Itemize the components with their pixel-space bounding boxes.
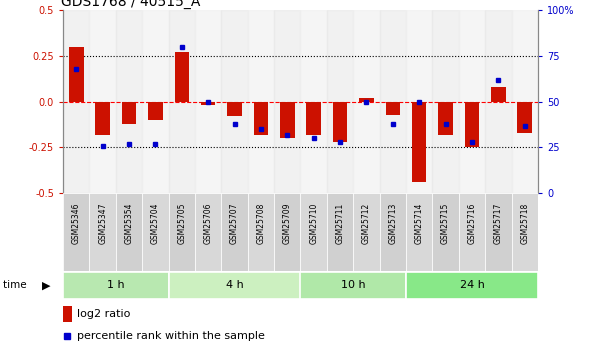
Bar: [274, 193, 300, 271]
Bar: [63, 272, 169, 299]
Text: GSM25705: GSM25705: [177, 203, 186, 244]
Text: GSM25346: GSM25346: [72, 203, 81, 244]
Bar: [142, 10, 169, 193]
Bar: [406, 193, 432, 271]
Bar: [63, 193, 90, 271]
Text: GSM25347: GSM25347: [98, 203, 107, 244]
Bar: [221, 10, 248, 193]
Bar: [459, 10, 485, 193]
Bar: [63, 306, 72, 322]
Bar: [465, 102, 479, 148]
Bar: [254, 102, 268, 135]
Bar: [333, 102, 347, 142]
Text: GDS1768 / 40515_A: GDS1768 / 40515_A: [61, 0, 200, 9]
Text: 4 h: 4 h: [226, 280, 243, 290]
Bar: [274, 10, 300, 193]
Bar: [406, 10, 432, 193]
Bar: [90, 193, 116, 271]
Bar: [438, 102, 453, 135]
Bar: [96, 102, 110, 135]
Text: GSM25711: GSM25711: [335, 203, 344, 244]
Bar: [248, 10, 274, 193]
Bar: [201, 102, 215, 106]
Text: 24 h: 24 h: [460, 280, 484, 290]
Text: GSM25708: GSM25708: [257, 203, 266, 244]
Text: time: time: [3, 280, 30, 290]
Bar: [307, 102, 321, 135]
Text: GSM25354: GSM25354: [124, 203, 133, 244]
Bar: [300, 272, 406, 299]
Text: GSM25704: GSM25704: [151, 203, 160, 244]
Bar: [142, 193, 169, 271]
Bar: [359, 98, 374, 102]
Text: GSM25717: GSM25717: [494, 203, 503, 244]
Text: GSM25713: GSM25713: [388, 203, 397, 244]
Bar: [485, 193, 511, 271]
Text: 10 h: 10 h: [341, 280, 365, 290]
Text: GSM25716: GSM25716: [468, 203, 477, 244]
Bar: [90, 10, 116, 193]
Bar: [148, 102, 163, 120]
Bar: [169, 272, 300, 299]
Text: GSM25709: GSM25709: [283, 203, 292, 244]
Bar: [412, 102, 427, 182]
Bar: [491, 87, 505, 102]
Bar: [353, 193, 380, 271]
Bar: [169, 193, 195, 271]
Text: GSM25710: GSM25710: [309, 203, 318, 244]
Bar: [227, 102, 242, 116]
Text: ▶: ▶: [42, 280, 50, 290]
Text: GSM25706: GSM25706: [204, 203, 213, 244]
Bar: [406, 272, 538, 299]
Bar: [380, 10, 406, 193]
Bar: [69, 47, 84, 102]
Bar: [280, 102, 294, 138]
Bar: [169, 10, 195, 193]
Text: GSM25714: GSM25714: [415, 203, 424, 244]
Bar: [300, 10, 327, 193]
Bar: [327, 193, 353, 271]
Bar: [300, 193, 327, 271]
Bar: [122, 102, 136, 124]
Bar: [195, 10, 221, 193]
Text: GSM25715: GSM25715: [441, 203, 450, 244]
Bar: [221, 193, 248, 271]
Bar: [116, 10, 142, 193]
Bar: [174, 52, 189, 102]
Text: log2 ratio: log2 ratio: [78, 309, 131, 319]
Bar: [459, 193, 485, 271]
Bar: [353, 10, 380, 193]
Bar: [517, 102, 532, 133]
Bar: [63, 10, 90, 193]
Bar: [195, 193, 221, 271]
Bar: [386, 102, 400, 115]
Text: 1 h: 1 h: [107, 280, 124, 290]
Bar: [511, 193, 538, 271]
Bar: [380, 193, 406, 271]
Bar: [485, 10, 511, 193]
Text: percentile rank within the sample: percentile rank within the sample: [78, 331, 265, 341]
Bar: [327, 10, 353, 193]
Bar: [432, 193, 459, 271]
Text: GSM25707: GSM25707: [230, 203, 239, 244]
Bar: [511, 10, 538, 193]
Text: GSM25718: GSM25718: [520, 203, 529, 244]
Bar: [248, 193, 274, 271]
Bar: [432, 10, 459, 193]
Text: GSM25712: GSM25712: [362, 203, 371, 244]
Bar: [116, 193, 142, 271]
